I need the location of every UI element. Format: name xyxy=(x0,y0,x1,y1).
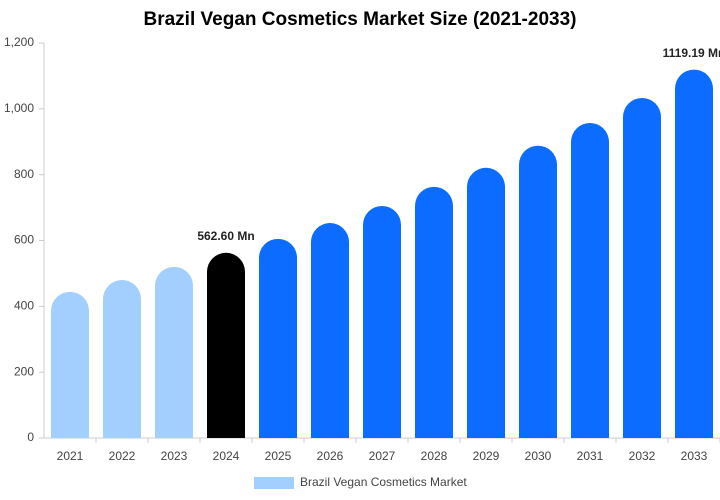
bar xyxy=(103,280,141,438)
x-tick-label: 2026 xyxy=(317,449,344,463)
chart-title: Brazil Vegan Cosmetics Market Size (2021… xyxy=(144,9,577,30)
y-tick-label: 1,200 xyxy=(4,35,34,49)
value-label: 1119.19 Mn xyxy=(663,46,720,60)
x-tick-label: 2025 xyxy=(265,449,292,463)
x-tick-label: 2021 xyxy=(57,449,84,463)
x-tick-label: 2031 xyxy=(577,449,604,463)
bar xyxy=(675,69,713,438)
legend-swatch xyxy=(254,477,294,489)
bar xyxy=(155,266,193,438)
bar xyxy=(51,291,89,438)
x-tick-label: 2024 xyxy=(213,449,240,463)
legend-label: Brazil Vegan Cosmetics Market xyxy=(300,475,467,489)
x-tick-label: 2030 xyxy=(525,449,552,463)
value-label: 562.60 Mn xyxy=(197,229,254,243)
bar xyxy=(207,252,245,438)
bar xyxy=(363,205,401,438)
x-tick-label: 2028 xyxy=(421,449,448,463)
y-tick-label: 600 xyxy=(14,233,34,247)
x-tick-label: 2032 xyxy=(629,449,656,463)
bar xyxy=(467,167,505,439)
x-tick-label: 2022 xyxy=(109,449,136,463)
x-tick-label: 2033 xyxy=(681,449,708,463)
x-tick-label: 2027 xyxy=(369,449,396,463)
bar xyxy=(623,97,661,439)
bar xyxy=(415,186,453,438)
y-tick-label: 200 xyxy=(14,364,34,378)
y-tick-label: 1,000 xyxy=(4,101,34,115)
bar xyxy=(311,223,349,438)
x-tick-label: 2029 xyxy=(473,449,500,463)
bar xyxy=(571,122,609,438)
y-tick-label: 0 xyxy=(27,430,34,444)
y-tick-label: 400 xyxy=(14,299,34,313)
x-tick-label: 2023 xyxy=(161,449,188,463)
y-tick-label: 800 xyxy=(14,167,34,181)
bar xyxy=(519,145,557,438)
bar xyxy=(259,238,297,438)
